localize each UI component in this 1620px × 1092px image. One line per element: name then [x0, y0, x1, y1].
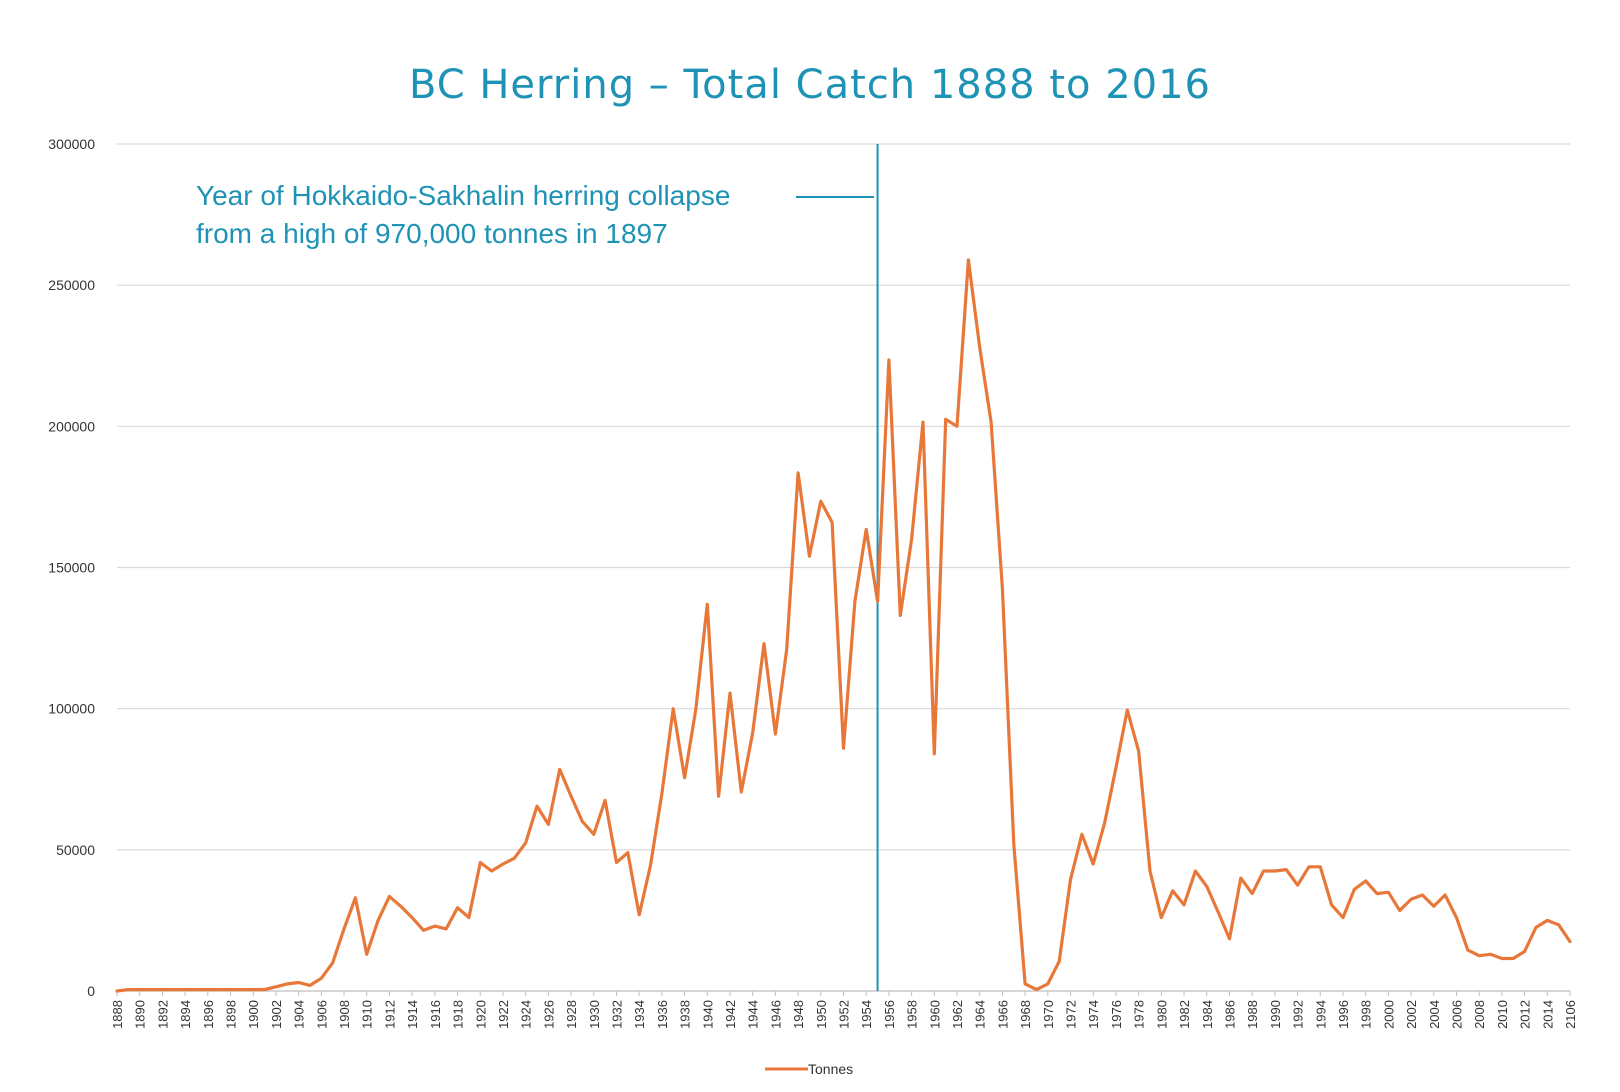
x-tick-label: 1922 [496, 1000, 511, 1029]
x-tick-label: 1984 [1200, 1000, 1215, 1029]
x-tick-label: 1898 [224, 1000, 239, 1029]
legend: Tonnes [765, 1061, 853, 1077]
annotation-line-2: from a high of 970,000 tonnes in 1897 [196, 218, 668, 249]
x-tick-label: 1916 [428, 1000, 443, 1029]
x-tick-label: 1972 [1064, 1000, 1079, 1029]
x-tick-label: 1896 [201, 1000, 216, 1029]
series-line-tonnes [115, 258, 1572, 993]
x-tick-label: 1978 [1132, 1000, 1147, 1029]
x-tick-label: 1990 [1268, 1000, 1283, 1029]
x-tick-label: 1914 [405, 1000, 420, 1029]
x-tick-label: 1944 [746, 1000, 761, 1029]
annotation-line-1: Year of Hokkaido-Sakhalin herring collap… [196, 180, 730, 211]
y-tick-label: 150000 [48, 560, 95, 576]
annotation: Year of Hokkaido-Sakhalin herring collap… [196, 180, 874, 249]
x-tick-label: 1998 [1359, 1000, 1374, 1029]
x-tick-label: 1902 [269, 1000, 284, 1029]
x-tick-label: 1926 [541, 1000, 556, 1029]
x-tick-label: 1994 [1313, 1000, 1328, 1029]
x-tick-label: 1918 [451, 1000, 466, 1029]
x-tick-label: 1892 [155, 1000, 170, 1029]
x-axis-ticks: 1888 1890 1892 1894 1896 1898 1900 1902 1904 1906… [110, 991, 1578, 1029]
x-tick-label: 1974 [1086, 1000, 1101, 1029]
grid-layer [117, 143, 1570, 992]
x-tick-label: 1986 [1222, 1000, 1237, 1029]
x-tick-label: 2000 [1381, 1000, 1396, 1029]
x-tick-label: 1948 [791, 1000, 806, 1029]
x-tick-label: 1964 [973, 1000, 988, 1029]
x-tick-label: 1912 [382, 1000, 397, 1029]
x-tick-label: 2012 [1518, 1000, 1533, 1029]
y-tick-label: 100000 [48, 701, 95, 717]
x-tick-label: 1982 [1177, 1000, 1192, 1029]
x-tick-label: 1970 [1041, 1000, 1056, 1029]
x-tick-label: 1946 [768, 1000, 783, 1029]
x-tick-label: 1952 [837, 1000, 852, 1029]
x-tick-label: 1996 [1336, 1000, 1351, 1029]
y-tick-label: 250000 [48, 277, 95, 293]
legend-label-tonnes: Tonnes [808, 1061, 853, 1077]
x-tick-label: 1890 [133, 1000, 148, 1029]
x-tick-label: 1962 [950, 1000, 965, 1029]
y-tick-label: 200000 [48, 418, 95, 434]
x-tick-label: 1988 [1245, 1000, 1260, 1029]
x-tick-label: 2014 [1540, 1000, 1555, 1029]
x-tick-label: 1956 [882, 1000, 897, 1029]
x-tick-label: 1904 [292, 1000, 307, 1029]
x-tick-label: 2004 [1427, 1000, 1442, 1029]
y-tick-label: 0 [87, 983, 95, 999]
x-tick-label: 1950 [814, 1000, 829, 1029]
x-tick-label: 1960 [927, 1000, 942, 1029]
x-tick-label: 1906 [314, 1000, 329, 1029]
x-tick-label: 1936 [655, 1000, 670, 1029]
x-tick-label: 1976 [1109, 1000, 1124, 1029]
x-tick-label: 1966 [995, 1000, 1010, 1029]
x-tick-label: 1894 [178, 1000, 193, 1029]
x-tick-label: 2006 [1449, 1000, 1464, 1029]
x-tick-label: 1928 [564, 1000, 579, 1029]
y-tick-label: 300000 [48, 136, 95, 152]
x-tick-label: 1958 [905, 1000, 920, 1029]
x-tick-label: 1942 [723, 1000, 738, 1029]
x-tick-label: 1900 [246, 1000, 261, 1029]
x-tick-label: 1924 [519, 1000, 534, 1029]
x-tick-label: 1910 [360, 1000, 375, 1029]
x-tick-label: 1934 [632, 1000, 647, 1029]
x-tick-label: 1938 [678, 1000, 693, 1029]
chart-title: BC Herring – Total Catch 1888 to 2016 [408, 62, 1212, 108]
x-tick-label: 2106 [1563, 1000, 1578, 1029]
x-tick-label: 1908 [337, 1000, 352, 1029]
y-tick-label: 50000 [56, 842, 95, 858]
y-axis-ticks: 0 50000 100000 150000 200000 250000 300000 [48, 136, 95, 999]
x-tick-label: 1930 [587, 1000, 602, 1029]
x-tick-label: 1940 [700, 1000, 715, 1029]
x-tick-label: 1980 [1154, 1000, 1169, 1029]
x-tick-label: 1968 [1018, 1000, 1033, 1029]
x-tick-label: 1888 [110, 1000, 125, 1029]
series-layer [115, 258, 1572, 993]
x-tick-label: 2002 [1404, 1000, 1419, 1029]
x-tick-label: 1932 [609, 1000, 624, 1029]
x-tick-label: 2008 [1472, 1000, 1487, 1029]
x-tick-label: 1920 [473, 1000, 488, 1029]
x-tick-label: 1954 [859, 1000, 874, 1029]
x-tick-label: 2010 [1495, 1000, 1510, 1029]
x-tick-label: 1992 [1291, 1000, 1306, 1029]
